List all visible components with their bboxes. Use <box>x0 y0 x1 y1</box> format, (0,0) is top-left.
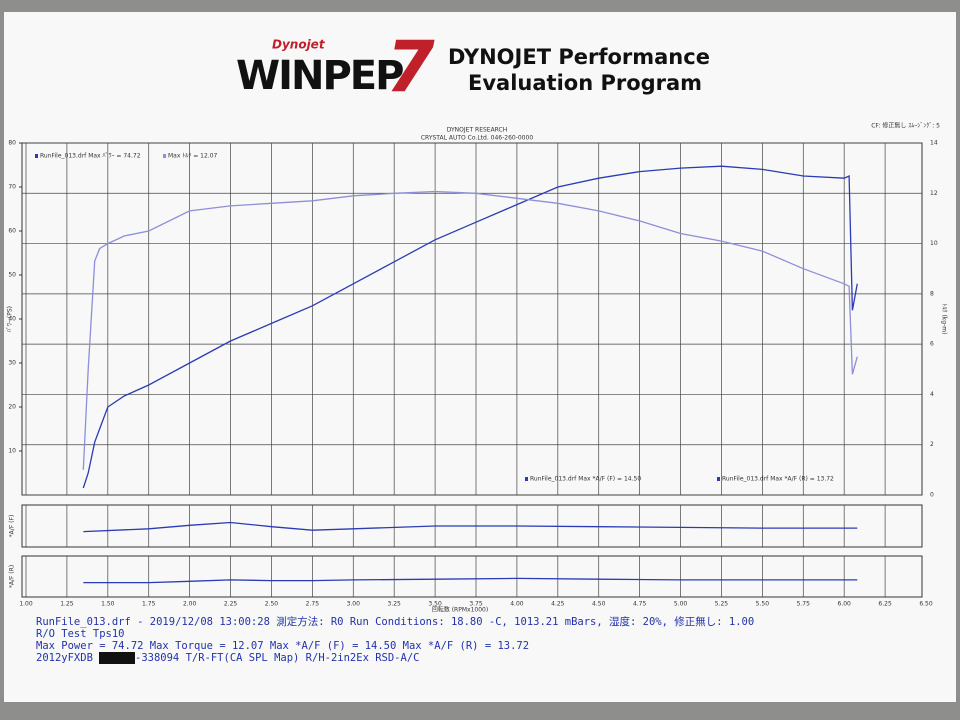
y2-tick-label: 12 <box>930 190 938 197</box>
plot-frame <box>21 504 923 548</box>
company: DYNOJET RESEARCH <box>447 127 508 134</box>
y-axis-label: ﾊﾟﾜｰ (PS) <box>7 306 14 332</box>
brand: Dynojet <box>272 38 326 52</box>
x-tick-label: 1.00 <box>19 601 33 608</box>
y-tick-label: 30 <box>8 360 16 367</box>
x-tick-label: 1.25 <box>60 601 74 608</box>
legend-entry: RunFile_013.drf Max *A/F (R) = 13.72 <box>722 476 834 483</box>
legend-entry: RunFile_013.drf Max *A/F (F) = 14.50 <box>530 476 641 483</box>
title-line1: DYNOJET Performance <box>448 45 710 69</box>
footer-line: 2012yFXDB <box>36 652 93 664</box>
x-tick-label: 4.00 <box>510 601 524 608</box>
plot-frame <box>21 555 923 598</box>
paper <box>4 12 956 702</box>
legend-entry: Max ﾄﾙｸ = 12.07 <box>168 153 218 160</box>
footer-line: RunFile_013.drf - 2019/12/08 13:00:28 測定… <box>36 615 754 628</box>
y-axis-label: *A/F (F) <box>9 515 16 538</box>
y2-tick-label: 8 <box>930 290 934 297</box>
x-tick-label: 2.25 <box>224 601 238 608</box>
settings: CF: 修正無し ｽﾑｰｼﾞﾝｸﾞ: 5 <box>871 122 940 130</box>
data-line <box>82 165 858 489</box>
data-line <box>82 190 858 470</box>
y2-tick-label: 4 <box>930 391 934 398</box>
logo-number: 7 <box>386 26 435 108</box>
data-line <box>83 521 858 533</box>
legend-entry: RunFile_013.drf Max ﾊﾟﾜｰ = 74.72 <box>40 153 141 160</box>
x-tick-label: 3.50 <box>428 601 442 608</box>
x-tick-label: 4.50 <box>592 601 606 608</box>
y-tick-label: 50 <box>8 272 16 279</box>
y2-tick-label: 6 <box>930 341 934 348</box>
x-tick-label: 5.50 <box>756 601 770 608</box>
x-tick-label: 6.25 <box>878 601 892 608</box>
footer-line: Max Power = 74.72 Max Torque = 12.07 Max… <box>36 640 529 652</box>
shop: CRYSTAL AUTO Co.Ltd. 046-260-0000 <box>421 135 533 142</box>
y2-axis-label: ﾄﾙｸ (kg-m) <box>941 304 948 335</box>
logo: WINPEP <box>236 53 403 99</box>
legend-swatch <box>35 154 38 158</box>
x-tick-label: 5.25 <box>715 601 729 608</box>
x-tick-label: 2.75 <box>306 601 320 608</box>
legend-swatch <box>163 154 166 158</box>
x-tick-label: 2.00 <box>183 601 197 608</box>
data-line <box>83 577 858 584</box>
x-tick-label: 4.75 <box>633 601 647 608</box>
x-axis-label: 回転数 (RPMx1000) <box>432 606 488 614</box>
x-tick-label: 2.50 <box>265 601 279 608</box>
legend-swatch <box>525 477 528 481</box>
y-tick-label: 60 <box>8 228 16 235</box>
x-tick-label: 5.00 <box>674 601 688 608</box>
legend-swatch <box>717 477 720 481</box>
x-tick-label: 3.00 <box>347 601 361 608</box>
y-tick-label: 10 <box>8 448 16 455</box>
title-line2: Evaluation Program <box>468 71 702 95</box>
y2-tick-label: 10 <box>930 240 938 247</box>
x-tick-label: 1.50 <box>101 601 115 608</box>
redaction <box>99 652 135 664</box>
y2-tick-label: 0 <box>930 492 934 499</box>
y-tick-label: 40 <box>8 316 16 323</box>
y-tick-label: 70 <box>8 184 16 191</box>
y2-tick-label: 2 <box>930 441 934 448</box>
footer-line: -338094 T/R-FT(CA SPL Map) R/H-2in2Ex RS… <box>135 652 419 664</box>
x-tick-label: 6.00 <box>838 601 852 608</box>
x-tick-label: 3.75 <box>469 601 483 608</box>
y2-tick-label: 14 <box>930 140 938 147</box>
x-tick-label: 6.50 <box>919 601 933 608</box>
x-tick-label: 1.75 <box>142 601 156 608</box>
x-tick-label: 3.25 <box>388 601 402 608</box>
y-axis-label: *A/F (R) <box>9 565 16 588</box>
y-tick-label: 80 <box>8 140 16 147</box>
footer-line: R/O Test Tps10 <box>36 628 125 640</box>
x-tick-label: 5.75 <box>797 601 811 608</box>
y-tick-label: 20 <box>8 404 16 411</box>
x-tick-label: 4.25 <box>551 601 565 608</box>
